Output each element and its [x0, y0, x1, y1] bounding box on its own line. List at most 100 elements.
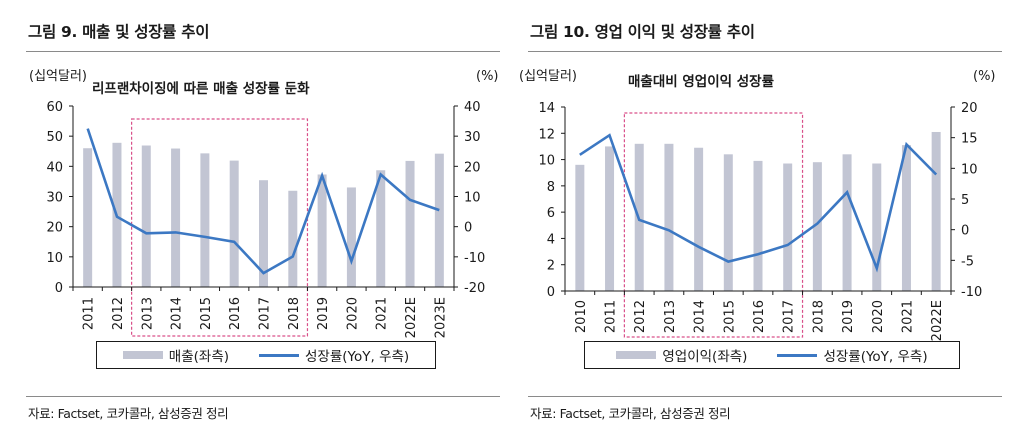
right-tick-label: -10	[464, 251, 485, 266]
left-axis-unit: (십억달러)	[29, 69, 87, 84]
legend-line-swatch	[777, 353, 818, 357]
legend-label: 영업이익(좌측)	[662, 349, 748, 365]
left-tick-label: 20	[46, 221, 63, 236]
left-tick-label: 6	[547, 206, 555, 221]
bar	[723, 154, 733, 291]
bar	[605, 146, 615, 291]
legend-item-sales: 매출(좌측)	[122, 345, 230, 365]
bar	[346, 187, 356, 287]
bar	[812, 162, 822, 291]
operating-income-growth-chart: (십억달러) (%) 매출대비 영업이익 성장률 0 2 4 6 8 10 12 14 -10 -5 0 5…	[519, 69, 996, 341]
chart-annotation: 매출대비 영업이익 성장률	[628, 73, 775, 90]
bar	[931, 131, 941, 291]
right-tick-label: -20	[464, 281, 485, 296]
bar	[259, 180, 268, 287]
right-tick-label: 0	[961, 224, 969, 239]
bar	[288, 190, 298, 287]
x-tick-label: 2018	[287, 297, 302, 330]
x-tick-label: 2014	[693, 300, 708, 333]
right-tick-label: 15	[961, 132, 978, 147]
x-tick-label: 2011	[82, 297, 97, 330]
bar	[434, 153, 444, 287]
left-tick-label: 50	[46, 130, 63, 145]
right-tick-label: 20	[961, 101, 978, 116]
x-tick-label: 2022E	[930, 300, 945, 341]
title-divider	[26, 51, 500, 52]
figure-9-panel: 그림 9. 매출 및 성장률 추이 (십억달러) (%) 리프랜차이징에 따른 매출…	[26, 0, 516, 437]
legend-bar-swatch	[616, 351, 657, 359]
legend-item-growth: 성장률(YoY, 우측)	[777, 345, 928, 365]
right-axis-unit: (%)	[476, 69, 499, 84]
bar	[83, 148, 93, 287]
x-tick-label: 2014	[170, 297, 185, 330]
left-tick-label: 60	[46, 100, 63, 115]
x-tick-label: 2010	[574, 300, 589, 333]
right-tick-label: -10	[961, 285, 982, 300]
left-tick-label: 10	[46, 251, 63, 266]
bar	[317, 174, 327, 287]
bar	[200, 153, 210, 287]
left-tick-label: 12	[538, 127, 555, 142]
x-tick-label: 2019	[316, 297, 331, 330]
x-tick-label: 2013	[140, 297, 155, 330]
x-tick-label: 2022E	[404, 297, 419, 338]
x-tick-label: 2015	[722, 300, 737, 333]
right-tick-label: 10	[464, 191, 481, 206]
chart-legend: 영업이익(좌측) 성장률(YoY, 우측)	[584, 341, 960, 369]
left-tick-label: 40	[46, 160, 63, 175]
source-note: 자료: Factset, 코카콜라, 삼성증권 정리	[28, 406, 229, 421]
bar	[229, 160, 239, 287]
left-tick-label: 8	[547, 180, 555, 195]
sales-growth-chart: (십억달러) (%) 리프랜차이징에 따른 매출 성장률 둔화 0 10 20 30 40 50…	[29, 69, 499, 338]
left-tick-label: 0	[55, 281, 63, 296]
x-tick-label: 2021	[375, 297, 390, 330]
growth-line	[86, 128, 440, 275]
right-tick-label: 30	[464, 130, 481, 145]
left-tick-label: 2	[547, 259, 555, 274]
right-axis-unit: (%)	[973, 69, 996, 84]
legend-line-swatch	[259, 353, 300, 357]
right-tick-label: 40	[464, 100, 481, 115]
source-divider	[528, 396, 1002, 397]
chart-annotation: 리프랜차이징에 따른 매출 성장률 둔화	[92, 80, 310, 97]
legend-label: 성장률(YoY, 우측)	[305, 349, 410, 365]
x-tick-label: 2017	[782, 300, 797, 333]
bar	[405, 160, 415, 287]
legend-label: 매출(좌측)	[168, 349, 230, 365]
legend-item-growth: 성장률(YoY, 우측)	[259, 345, 409, 365]
x-tick-label: 2017	[258, 297, 273, 330]
left-axis-unit: (십억달러)	[519, 69, 577, 84]
right-tick-label: 5	[961, 193, 969, 208]
x-tick-label: 2015	[199, 297, 214, 330]
figure-title: 그림 10. 영업 이익 및 성장률 추이	[530, 23, 755, 41]
figure-title: 그림 9. 매출 및 성장률 추이	[28, 23, 210, 41]
x-tick-label: 2023E	[433, 297, 448, 338]
title-divider	[528, 51, 1002, 52]
bar	[783, 163, 793, 291]
x-tick-label: 2018	[811, 300, 826, 333]
x-tick-label: 2011	[604, 300, 619, 333]
x-tick-label: 2016	[228, 297, 243, 330]
right-tick-label: 10	[961, 162, 978, 177]
source-divider	[26, 396, 500, 397]
x-tick-label: 2020	[345, 297, 360, 330]
bar	[141, 145, 151, 287]
right-tick-label: -5	[961, 254, 974, 269]
x-tick-label: 2012	[111, 297, 126, 330]
x-tick-label: 2020	[871, 300, 886, 333]
right-tick-label: 20	[464, 160, 481, 175]
figure-10-panel: 그림 10. 영업 이익 및 성장률 추이 (십억달러) (%) 매출대비 영업이익…	[519, 0, 1018, 437]
bar	[753, 160, 763, 291]
left-tick-label: 4	[547, 232, 555, 247]
chart-legend: 매출(좌측) 성장률(YoY, 우측)	[96, 341, 436, 369]
x-tick-label: 2019	[841, 300, 856, 333]
bar	[376, 170, 386, 287]
left-tick-label: 0	[547, 285, 555, 300]
bar	[171, 148, 181, 287]
legend-bar-swatch	[122, 351, 163, 359]
legend-label: 성장률(YoY, 우측)	[823, 349, 928, 365]
x-tick-label: 2021	[900, 300, 915, 333]
x-tick-label: 2016	[752, 300, 767, 333]
bar	[901, 145, 911, 291]
right-tick-label: 0	[464, 221, 472, 236]
